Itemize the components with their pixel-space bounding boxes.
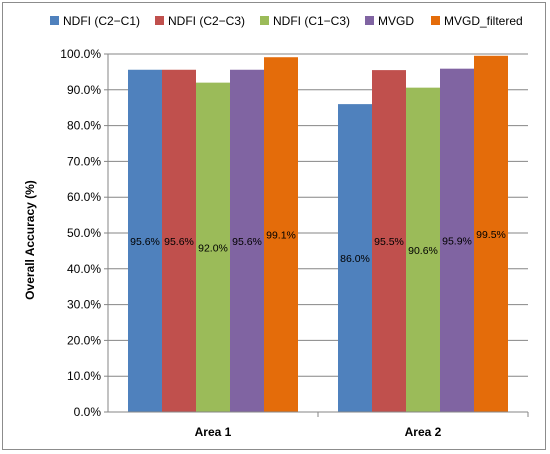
bar: [440, 68, 474, 412]
y-tick-label: 100.0%: [60, 47, 101, 61]
bar: [128, 69, 162, 412]
bar: [372, 70, 406, 413]
legend-swatch: [155, 16, 164, 25]
legend-swatch: [365, 16, 374, 25]
y-tick-label: 20.0%: [67, 333, 101, 347]
bar: [162, 69, 196, 412]
y-tick-label: 80.0%: [67, 119, 101, 133]
bar: [338, 104, 372, 413]
data-label: 95.6%: [232, 236, 262, 248]
x-tick-labels: Area 1 Area 2: [195, 425, 442, 439]
bar: [264, 57, 298, 413]
legend: NDFI (C2−C1) NDFI (C2−C3) NDFI (C1−C3) MVGD…: [50, 14, 523, 28]
bar: [406, 87, 440, 412]
y-tick-label: 10.0%: [67, 369, 101, 383]
y-axis-label: Overall Accuracy (%): [23, 180, 37, 300]
y-tick-label: 30.0%: [67, 298, 101, 312]
data-label: 99.5%: [476, 229, 506, 241]
legend-label: NDFI (C1−C3): [273, 14, 350, 28]
bar: [474, 55, 508, 412]
x-tick-label: Area 1: [195, 425, 232, 439]
y-tick-label: 60.0%: [67, 190, 101, 204]
axes: [107, 54, 529, 417]
legend-swatch: [260, 16, 269, 25]
data-label: 95.6%: [164, 236, 194, 248]
data-label: 86.0%: [340, 253, 370, 265]
legend-label: NDFI (C2−C1): [63, 14, 140, 28]
legend-label: NDFI (C2−C3): [168, 14, 245, 28]
legend-label: MVGD_filtered: [444, 14, 523, 28]
y-tick-label: 40.0%: [67, 262, 101, 276]
legend-swatch: [431, 16, 440, 25]
y-tick-label: 90.0%: [67, 83, 101, 97]
x-tick-label: Area 2: [405, 425, 442, 439]
y-tick-label: 0.0%: [74, 405, 102, 419]
data-label: 95.6%: [130, 236, 160, 248]
data-label: 95.9%: [442, 235, 472, 247]
data-label: 90.6%: [408, 245, 438, 257]
bar: [230, 69, 264, 412]
y-tick-label: 70.0%: [67, 154, 101, 168]
legend-label: MVGD: [378, 14, 414, 28]
data-label: 92.0%: [198, 242, 228, 254]
bar: [196, 82, 230, 412]
data-label: 99.1%: [266, 230, 296, 242]
bars: 95.6% 95.6% 92.0% 95.6% 99.1% 86.0% 95.5% 90.6%…: [128, 55, 508, 413]
y-tick-label: 50.0%: [67, 226, 101, 240]
data-label: 95.5%: [374, 236, 404, 248]
y-tick-labels: 0.0% 10.0% 20.0% 30.0% 40.0% 50.0% 60.0% 70.0% 8…: [60, 47, 101, 419]
legend-swatch: [50, 16, 59, 25]
